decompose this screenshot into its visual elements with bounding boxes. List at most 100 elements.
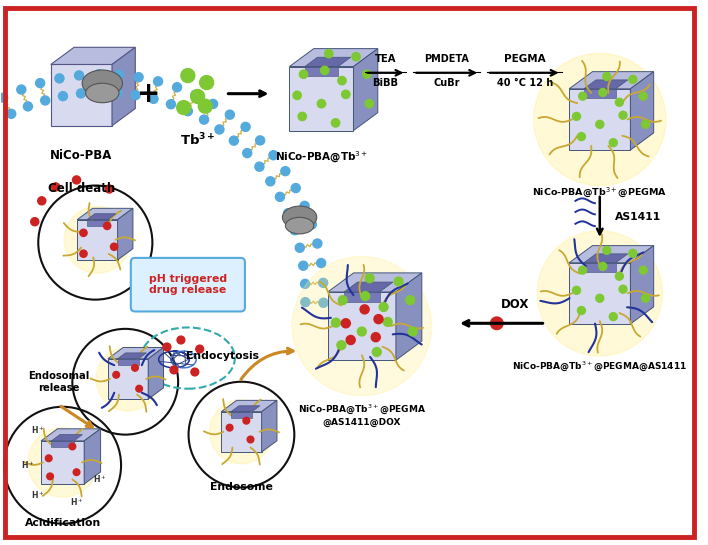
Text: BiBB: BiBB [372,78,399,88]
Circle shape [55,74,64,83]
Polygon shape [569,263,630,324]
Polygon shape [290,66,353,131]
Circle shape [105,185,113,193]
Circle shape [371,332,380,342]
Text: Endocytosis: Endocytosis [186,351,259,361]
Polygon shape [52,441,74,447]
Circle shape [383,318,392,326]
Circle shape [95,88,104,97]
Circle shape [74,71,84,80]
Circle shape [629,250,636,257]
Ellipse shape [285,217,314,234]
Text: H$^+$: H$^+$ [31,489,45,501]
Circle shape [269,150,278,160]
Circle shape [80,229,87,237]
Circle shape [47,473,53,480]
Polygon shape [328,292,396,360]
Circle shape [615,98,623,106]
Polygon shape [630,71,653,150]
Circle shape [365,274,374,283]
Circle shape [379,302,388,311]
Circle shape [113,372,120,378]
Circle shape [243,149,252,158]
Circle shape [281,167,290,175]
Circle shape [596,120,604,128]
Circle shape [338,296,347,305]
Circle shape [360,305,369,314]
Polygon shape [87,220,108,226]
Circle shape [59,92,67,101]
Circle shape [94,70,103,78]
Circle shape [374,314,383,324]
Circle shape [64,207,131,273]
Circle shape [23,102,33,111]
Circle shape [341,319,350,328]
Circle shape [331,318,341,327]
Circle shape [40,96,50,105]
Text: $\mathbf{Tb^{3+}}$: $\mathbf{Tb^{3+}}$ [180,131,215,148]
Circle shape [225,110,234,119]
Circle shape [324,50,333,58]
Circle shape [352,52,360,61]
Circle shape [154,77,163,86]
Text: +: + [137,80,161,108]
Circle shape [319,278,328,287]
Circle shape [578,132,586,141]
Circle shape [6,110,16,118]
Text: DOX: DOX [501,298,529,311]
Circle shape [406,296,415,305]
Polygon shape [77,208,133,220]
Circle shape [610,313,617,320]
Text: Acidification: Acidification [25,518,101,528]
Text: CuBr: CuBr [433,78,460,88]
Polygon shape [353,49,378,131]
Circle shape [283,209,292,218]
Circle shape [313,239,322,248]
Text: Endosome: Endosome [210,482,273,492]
Circle shape [80,250,87,257]
Text: PEGMA: PEGMA [504,54,545,64]
Text: H$^+$: H$^+$ [21,459,35,471]
Circle shape [293,91,302,100]
Circle shape [342,90,350,99]
Text: pH triggered
drug release: pH triggered drug release [149,274,227,295]
Polygon shape [396,273,422,360]
Polygon shape [51,47,135,64]
Circle shape [394,277,403,286]
Circle shape [599,263,607,270]
Circle shape [290,226,299,235]
Circle shape [134,72,143,82]
Text: TEA: TEA [375,54,396,64]
Text: AS1411: AS1411 [615,212,661,222]
Circle shape [38,197,46,205]
Circle shape [69,443,76,450]
Polygon shape [222,401,277,411]
Circle shape [534,53,666,185]
Polygon shape [87,214,116,220]
Circle shape [409,327,417,336]
Circle shape [578,92,587,100]
Circle shape [537,231,663,356]
Polygon shape [108,348,164,359]
Circle shape [183,107,193,116]
Circle shape [641,294,649,302]
Text: 40 °C 12 h: 40 °C 12 h [496,78,553,88]
Circle shape [615,272,623,280]
Polygon shape [569,89,630,150]
Circle shape [166,100,176,109]
Circle shape [599,88,607,96]
Polygon shape [41,429,101,441]
Circle shape [243,417,250,424]
Circle shape [149,94,158,104]
Polygon shape [262,401,277,452]
Polygon shape [344,292,379,302]
Circle shape [76,89,86,98]
Polygon shape [290,49,378,66]
Circle shape [200,115,209,124]
Polygon shape [148,348,164,399]
Circle shape [255,162,264,171]
Circle shape [301,280,309,288]
Circle shape [300,201,309,210]
Circle shape [227,425,233,431]
Circle shape [191,90,200,99]
